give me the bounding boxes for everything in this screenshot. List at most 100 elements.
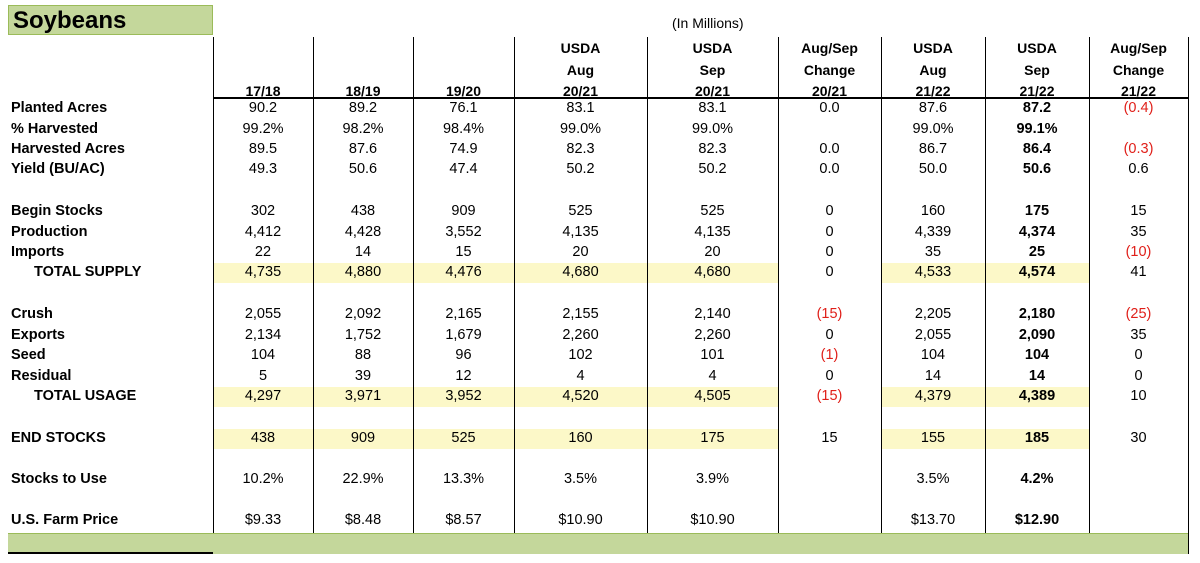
table-cell: 15: [821, 430, 838, 446]
table-cell: 104: [920, 347, 946, 363]
table-cell: 50.0: [918, 161, 948, 177]
table-cell: 47.4: [449, 161, 478, 177]
table-cell: 2,180: [1018, 306, 1056, 322]
column-header: 17/18: [213, 38, 313, 103]
column-rule: [213, 37, 214, 554]
table-cell: 13.3%: [442, 471, 485, 487]
column-header-line: [213, 60, 313, 82]
column-rule: [647, 37, 648, 554]
table-cell: 4,533: [914, 264, 952, 280]
column-header-line: [213, 38, 313, 60]
table-cell: 4,680: [694, 264, 731, 280]
table-cell: 99.0%: [691, 121, 734, 137]
column-rule: [514, 37, 515, 554]
table-cell: 89.2: [348, 100, 378, 116]
column-header-line: [313, 38, 413, 60]
table-cell: 2,055: [914, 327, 952, 343]
table-cell: 4,135: [562, 224, 599, 240]
column-header: 18/19: [313, 38, 413, 103]
table-cell: 99.1%: [1016, 121, 1058, 137]
page-title: Soybeans: [13, 7, 127, 34]
table-cell: 82.3: [698, 141, 727, 157]
table-cell: (1): [820, 347, 839, 363]
table-cell: 22: [254, 244, 272, 260]
column-header-line: 19/20: [445, 83, 482, 99]
column-rule: [985, 37, 986, 554]
column-rule: [1089, 37, 1090, 554]
table-cell: 76.1: [449, 100, 478, 116]
row-label: Planted Acres: [11, 100, 108, 116]
table-cell: 14: [924, 368, 942, 384]
table-cell: $10.90: [558, 512, 603, 528]
table-cell: 99.0%: [559, 121, 602, 137]
column-header: USDA Aug 21/22: [881, 38, 985, 103]
table-cell: 50.6: [1022, 161, 1052, 177]
table-cell: $9.33: [244, 512, 282, 528]
table-cell: 4,379: [914, 388, 952, 404]
row-highlight: [213, 387, 778, 407]
table-cell: 4,520: [562, 388, 599, 404]
table-cell: 99.2%: [242, 121, 284, 137]
column-header-line: USDA: [560, 40, 601, 56]
column-header-line: 21/22: [1019, 83, 1055, 99]
column-header-line: Aug/Sep: [1110, 40, 1167, 56]
table-cell: 0.6: [1128, 161, 1149, 177]
table-cell: (0.3): [1123, 141, 1154, 157]
table-cell: 50.2: [566, 161, 595, 177]
table-cell: 15: [1130, 203, 1147, 219]
row-label: TOTAL SUPPLY: [34, 264, 142, 280]
footer-bar: [8, 533, 1188, 554]
table-cell: (0.4): [1123, 100, 1154, 116]
table-cell: 104: [250, 347, 276, 363]
table-cell: 0: [825, 203, 834, 219]
table-cell: 438: [250, 430, 276, 446]
table-cell: 20: [572, 244, 589, 260]
column-header-line: Aug: [919, 61, 947, 78]
row-label: Begin Stocks: [11, 203, 103, 219]
table-cell: 2,140: [694, 306, 731, 322]
units-note: (In Millions): [672, 15, 744, 31]
table-cell: 104: [1024, 347, 1050, 363]
table-cell: 0: [825, 224, 834, 240]
table-cell: 14: [1028, 368, 1046, 384]
column-header: USDA Sep 21/22: [985, 38, 1089, 103]
row-label: % Harvested: [11, 121, 99, 137]
table-cell: 3.9%: [695, 471, 730, 487]
table-cell: 74.9: [449, 141, 478, 157]
table-cell: 10.2%: [242, 471, 284, 487]
table-cell: $12.90: [1014, 512, 1060, 528]
row-label: Imports: [11, 244, 65, 260]
table-cell: 22.9%: [342, 471, 384, 487]
table-cell: 41: [1130, 264, 1147, 280]
column-header-line: 21/22: [915, 83, 951, 99]
table-cell: 2,055: [244, 306, 282, 322]
table-cell: 35: [1130, 327, 1147, 343]
table-cell: 15: [455, 244, 472, 260]
table-cell: 2,260: [562, 327, 599, 343]
table-cell: 86.7: [918, 141, 948, 157]
column-header-line: 21/22: [1120, 83, 1157, 99]
table-cell: 4,735: [244, 264, 282, 280]
table-cell: $13.70: [910, 512, 956, 528]
row-highlight: [213, 429, 778, 449]
column-header-line: Change: [1112, 61, 1165, 78]
table-cell: 1,679: [445, 327, 482, 343]
title-box: Soybeans: [8, 5, 213, 35]
column-header-line: Sep: [699, 61, 726, 78]
table-cell: 525: [700, 203, 725, 219]
table-cell: 525: [568, 203, 593, 219]
table-cell: 438: [350, 203, 376, 219]
table-cell: 4,680: [562, 264, 599, 280]
table-cell: 5: [258, 368, 268, 384]
table-cell: 2,260: [694, 327, 731, 343]
column-header-line: Sep: [1024, 61, 1050, 78]
table-cell: 86.4: [1022, 141, 1052, 157]
row-label: TOTAL USAGE: [34, 388, 137, 404]
table-cell: 82.3: [566, 141, 595, 157]
column-rule: [313, 37, 314, 554]
table-cell: 98.4%: [442, 121, 485, 137]
table-cell: 4.2%: [1020, 471, 1054, 487]
table-cell: 3.5%: [916, 471, 950, 487]
row-label: Residual: [11, 368, 72, 384]
table-cell: 302: [250, 203, 276, 219]
